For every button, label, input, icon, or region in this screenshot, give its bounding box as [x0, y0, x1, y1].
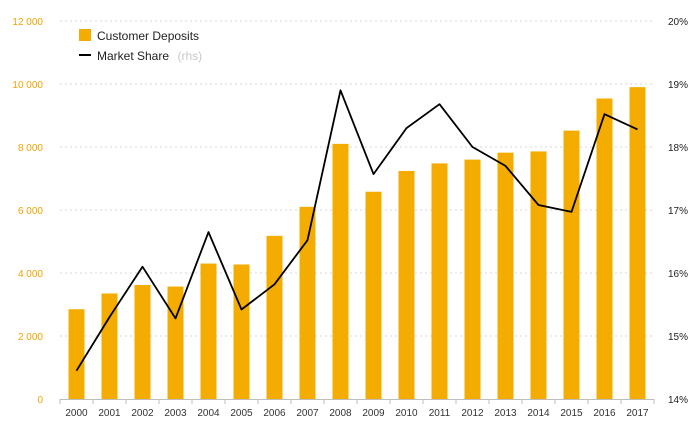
x-tick-label: 2015: [560, 408, 583, 419]
bar-2017: [629, 87, 646, 400]
right-tick-label: 19%: [668, 80, 688, 91]
x-tick-label: 2009: [362, 408, 385, 419]
bar-2016: [596, 98, 613, 400]
bar-2003: [167, 286, 184, 399]
market-share-line: [75, 89, 638, 372]
x-tick-label: 2001: [98, 408, 121, 419]
left-tick-label: 6 000: [18, 206, 43, 217]
bar-2001: [101, 293, 118, 399]
x-tick-label: 2016: [593, 408, 616, 419]
left-tick-label: 0: [37, 395, 43, 406]
bar-2008: [332, 143, 349, 399]
right-tick-label: 17%: [668, 206, 688, 217]
left-tick-label: 12 000: [12, 17, 43, 28]
bar-2000: [68, 309, 85, 399]
bar-2014: [530, 151, 547, 399]
x-tick-label: 2007: [296, 408, 319, 419]
x-tick-label: 2013: [494, 408, 517, 419]
bar-2010: [398, 170, 415, 399]
x-tick-label: 2011: [429, 408, 451, 419]
left-axis-tick-labels: 0 2 000 4 000 6 000 8 000 10 000 12 000: [12, 17, 43, 406]
bar-2004: [200, 263, 217, 399]
left-tick-label: 10 000: [12, 80, 43, 91]
left-tick-label: 2 000: [18, 332, 43, 343]
x-tick-label: 2008: [329, 408, 352, 419]
right-tick-label: 20%: [668, 17, 688, 28]
left-tick-label: 4 000: [18, 269, 43, 280]
legend-market-share-name: Market Share: [97, 49, 169, 63]
legend-rhs-note: (rhs): [177, 49, 202, 63]
right-tick-label: 18%: [668, 143, 688, 154]
bar-2012: [464, 159, 481, 399]
x-tick-label: 2017: [626, 408, 649, 419]
bar-2002: [134, 284, 151, 399]
bar-2009: [365, 191, 382, 399]
legend-label-market-share: Market Share (rhs): [97, 47, 202, 64]
bar-2015: [563, 130, 580, 399]
right-tick-label: 16%: [668, 269, 688, 280]
x-tick-labels: 2000 2001 2002 2003 2004 2005 2006 2007 2008 2009…: [59, 399, 655, 419]
gridlines: [60, 20, 654, 337]
x-tick-label: 2000: [65, 408, 88, 419]
bar-2013: [497, 152, 514, 399]
x-tick-label: 2014: [527, 408, 550, 419]
bar-2011: [431, 163, 448, 399]
left-tick-label: 8 000: [18, 143, 43, 154]
bar-series: [68, 87, 646, 400]
legend: Customer Deposits Market Share (rhs): [79, 29, 202, 64]
x-tick-label: 2004: [197, 408, 220, 419]
right-axis-tick-labels: 14% 15% 16% 17% 18% 19% 20%: [668, 17, 688, 406]
bar-2006: [266, 235, 283, 399]
bar-2005: [233, 264, 250, 399]
x-tick-label: 2003: [164, 408, 187, 419]
x-tick-label: 2006: [263, 408, 286, 419]
right-tick-label: 15%: [668, 332, 688, 343]
legend-swatch-deposits: [79, 29, 91, 41]
bar-2007: [299, 206, 316, 399]
right-tick-label: 14%: [668, 395, 688, 406]
x-tick-label: 2005: [230, 408, 253, 419]
x-tick-label: 2012: [461, 408, 484, 419]
x-tick-label: 2002: [131, 408, 154, 419]
x-tick-label: 2010: [395, 408, 418, 419]
legend-label-deposits: Customer Deposits: [97, 29, 199, 43]
